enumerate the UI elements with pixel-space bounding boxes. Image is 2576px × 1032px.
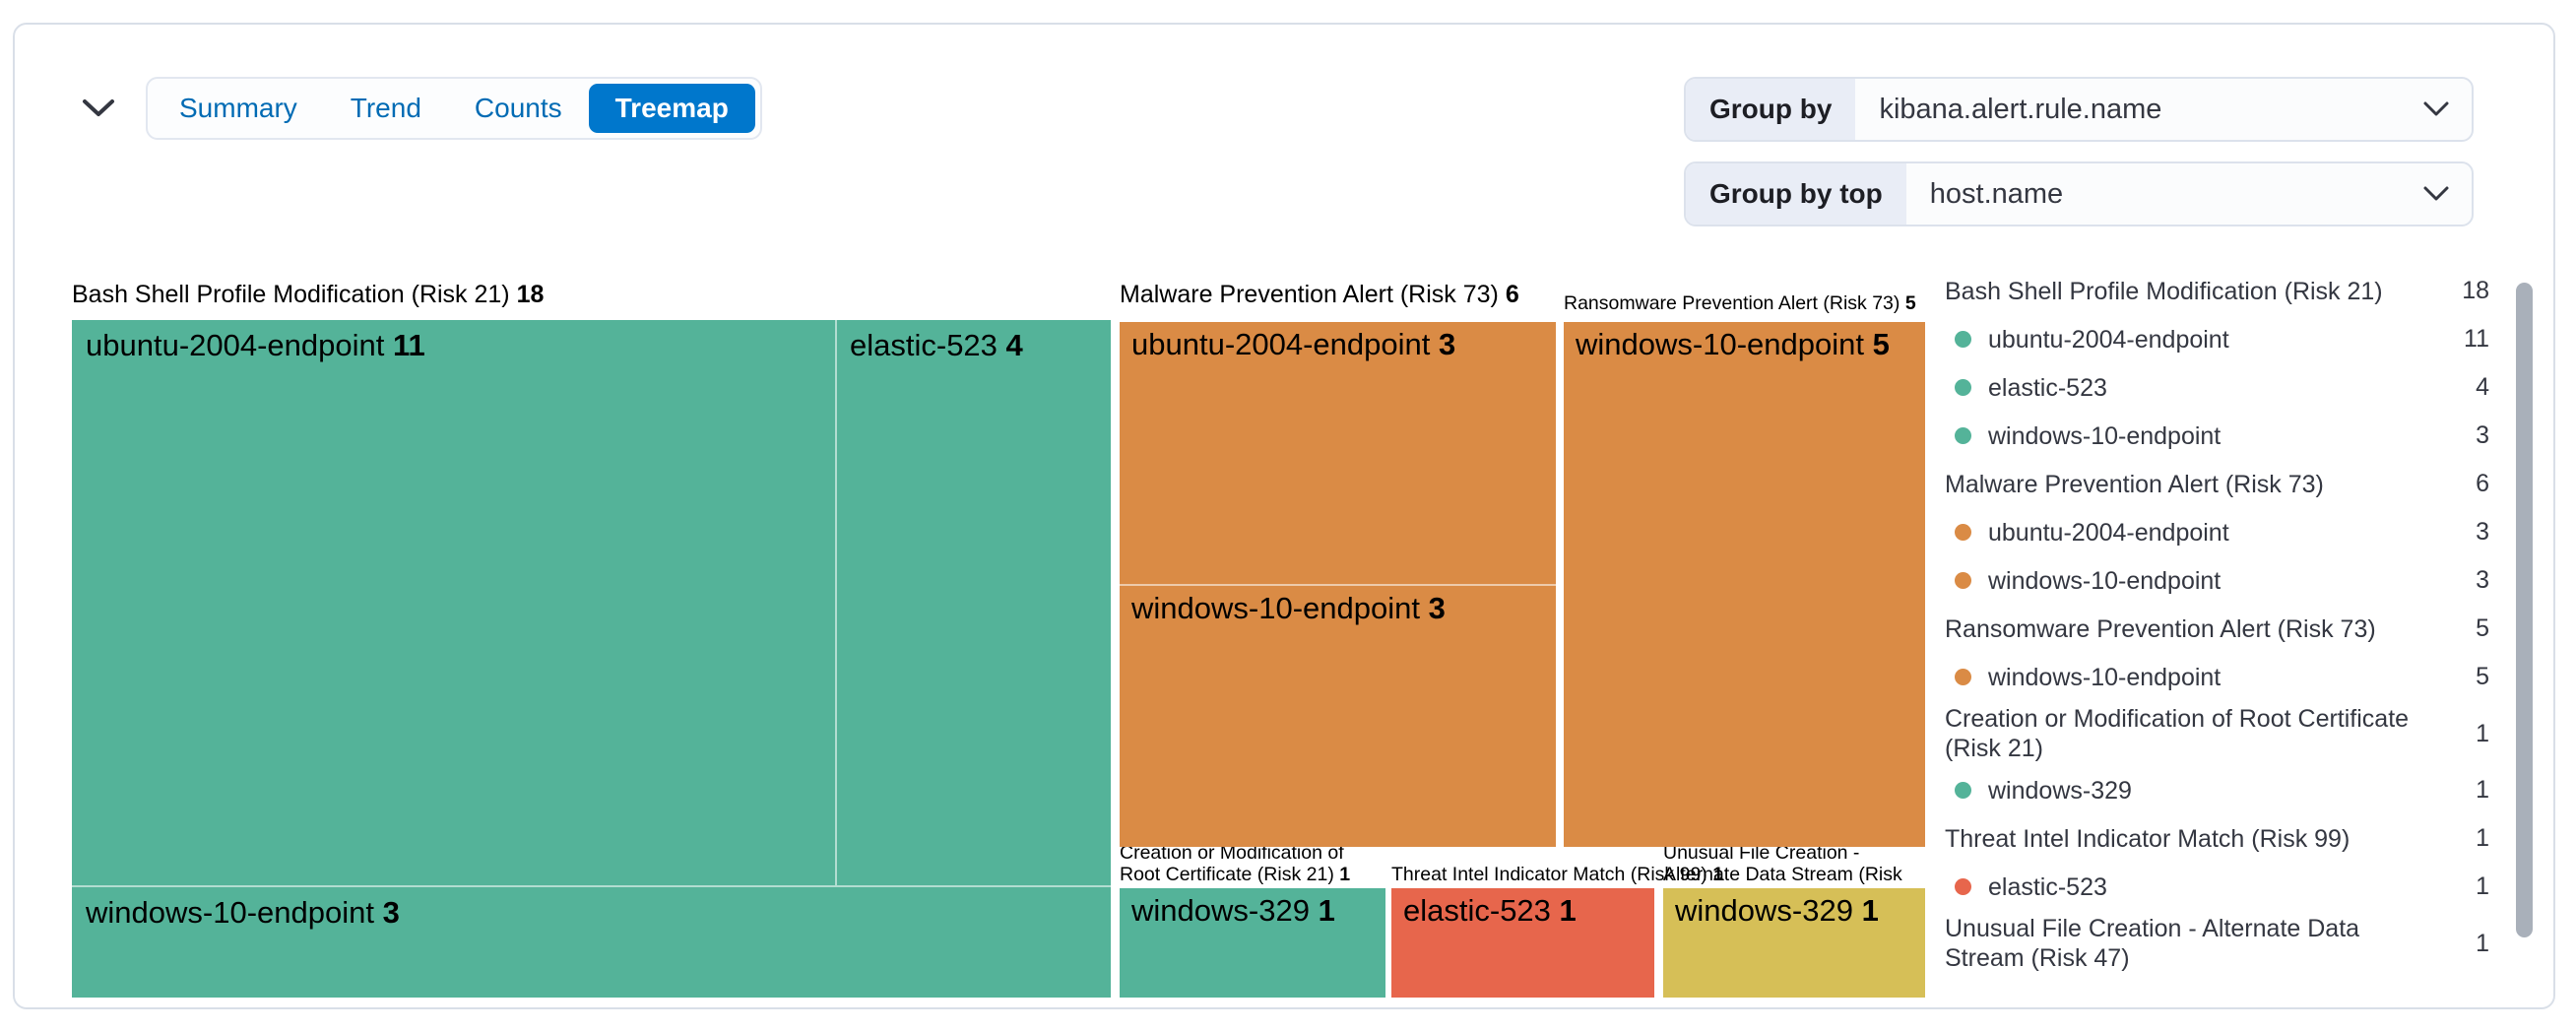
legend-rule-row[interactable]: Creation or Modification of Root Certifi… — [1945, 701, 2489, 766]
legend-count: 1 — [2476, 929, 2489, 957]
legend-host-row[interactable]: elastic-523 1 — [1945, 863, 2489, 911]
treemap-section-ransomware: windows-10-endpoint 5 — [1564, 322, 1925, 847]
treemap-section-unusual-file: windows-329 1 — [1663, 888, 1925, 998]
legend-rule-label: Threat Intel Indicator Match (Risk 99) — [1945, 824, 2351, 853]
cell-divider — [835, 320, 837, 885]
tab-trend[interactable]: Trend — [350, 93, 421, 123]
treemap-cell-bash-ubuntu[interactable]: ubuntu-2004-endpoint 11 — [86, 328, 425, 362]
treemap-cell-unusual-windows329[interactable]: windows-329 1 — [1675, 893, 1879, 928]
treemap-cell-malware-ubuntu[interactable]: ubuntu-2004-endpoint 3 — [1131, 327, 1456, 361]
legend-count: 3 — [2476, 566, 2489, 594]
legend-host-label: ubuntu-2004-endpoint — [1945, 325, 2448, 355]
section-title-threat-intel: Threat Intel Indicator Match (Risk 99) 1 — [1391, 864, 1724, 885]
view-selector-button-group: Summary Trend Counts Treemap — [146, 77, 762, 140]
legend-rule-row[interactable]: Threat Intel Indicator Match (Risk 99) 1 — [1945, 814, 2489, 863]
legend-dot-icon — [1955, 331, 1971, 348]
legend-count: 3 — [2476, 421, 2489, 449]
legend-count: 1 — [2476, 824, 2489, 852]
legend-host-row[interactable]: ubuntu-2004-endpoint 3 — [1945, 508, 2489, 556]
legend-host-label: windows-10-endpoint — [1945, 566, 2448, 596]
legend-count: 6 — [2476, 470, 2489, 497]
treemap-cell-malware-windows10[interactable]: windows-10-endpoint 3 — [1131, 591, 1446, 625]
tab-treemap[interactable]: Treemap — [588, 84, 755, 133]
treemap-cell-rootcert-windows329[interactable]: windows-329 1 — [1131, 893, 1335, 928]
tab-counts[interactable]: Counts — [474, 93, 562, 123]
group-by-top-label: Group by top — [1686, 163, 1906, 225]
legend-count: 11 — [2464, 325, 2489, 353]
chevron-down-icon — [2422, 163, 2472, 225]
tab-summary[interactable]: Summary — [179, 93, 297, 123]
legend-host-label: windows-10-endpoint — [1945, 663, 2448, 692]
chevron-down-icon — [83, 99, 114, 116]
group-by-top-value: host.name — [1929, 177, 2064, 210]
legend-host-row[interactable]: elastic-523 4 — [1945, 363, 2489, 412]
legend-count: 1 — [2476, 776, 2489, 804]
cell-divider — [72, 885, 1111, 887]
treemap-section-bash: ubuntu-2004-endpoint 11 elastic-523 4 wi… — [72, 320, 1111, 998]
treemap-cell-ransomware-windows10[interactable]: windows-10-endpoint 5 — [1576, 327, 1890, 361]
legend-count: 5 — [2476, 614, 2489, 642]
treemap-section-threat-intel: elastic-523 1 — [1391, 888, 1654, 998]
legend-dot-icon — [1955, 427, 1971, 444]
legend-count: 4 — [2476, 373, 2489, 401]
section-title-malware: Malware Prevention Alert (Risk 73) 6 — [1120, 281, 1519, 308]
legend-dot-icon — [1955, 669, 1971, 685]
cell-divider — [1120, 584, 1556, 586]
legend-host-row[interactable]: ubuntu-2004-endpoint 11 — [1945, 315, 2489, 363]
legend-host-row[interactable]: windows-329 1 — [1945, 766, 2489, 814]
legend-host-label: windows-329 — [1945, 776, 2448, 806]
legend-host-label: windows-10-endpoint — [1945, 421, 2448, 451]
legend-rule-row[interactable]: Unusual File Creation - Alternate Data S… — [1945, 911, 2489, 976]
legend-rule-row[interactable]: Malware Prevention Alert (Risk 73) 6 — [1945, 460, 2489, 508]
legend-rule-label: Malware Prevention Alert (Risk 73) — [1945, 470, 2324, 498]
legend-host-row[interactable]: windows-10-endpoint 5 — [1945, 653, 2489, 701]
legend-count: 1 — [2476, 719, 2489, 747]
legend-count: 1 — [2476, 872, 2489, 900]
treemap-cell-bash-elastic[interactable]: elastic-523 4 — [850, 328, 1023, 362]
group-by-value: kibana.alert.rule.name — [1879, 93, 2162, 125]
section-title-root-certificate: Creation or Modification of Root Certifi… — [1120, 842, 1351, 885]
legend-scrollbar-thumb[interactable] — [2516, 283, 2533, 937]
legend-count: 3 — [2476, 518, 2489, 546]
legend-count: 18 — [2462, 277, 2489, 304]
legend-rule-row[interactable]: Bash Shell Profile Modification (Risk 21… — [1945, 267, 2489, 315]
treemap-panel: Summary Trend Counts Treemap Group by ki… — [13, 23, 2555, 1009]
legend-dot-icon — [1955, 379, 1971, 396]
treemap-cell-threat-elastic[interactable]: elastic-523 1 — [1403, 893, 1577, 928]
collapse-chevron-button[interactable] — [77, 87, 120, 130]
legend-count: 5 — [2476, 663, 2489, 690]
treemap-section-malware: ubuntu-2004-endpoint 3 windows-10-endpoi… — [1120, 322, 1556, 847]
legend-dot-icon — [1955, 572, 1971, 589]
legend-rule-label: Bash Shell Profile Modification (Risk 21… — [1945, 277, 2383, 305]
legend-dot-icon — [1955, 878, 1971, 895]
legend-dot-icon — [1955, 524, 1971, 541]
legend-host-row[interactable]: windows-10-endpoint 3 — [1945, 412, 2489, 460]
group-by-label: Group by — [1686, 79, 1856, 140]
treemap-legend: Bash Shell Profile Modification (Risk 21… — [1945, 267, 2489, 976]
section-title-ransomware: Ransomware Prevention Alert (Risk 73) 5 — [1564, 292, 1916, 314]
legend-rule-label: Unusual File Creation - Alternate Data S… — [1945, 915, 2360, 972]
group-by-top-select[interactable]: Group by top host.name — [1684, 161, 2474, 226]
legend-dot-icon — [1955, 782, 1971, 799]
legend-rule-label: Creation or Modification of Root Certifi… — [1945, 705, 2410, 762]
legend-host-label: elastic-523 — [1945, 373, 2448, 403]
section-title-bash: Bash Shell Profile Modification (Risk 21… — [72, 281, 545, 308]
legend-host-label: ubuntu-2004-endpoint — [1945, 518, 2448, 548]
legend-rule-row[interactable]: Ransomware Prevention Alert (Risk 73) 5 — [1945, 605, 2489, 653]
treemap-cell-bash-windows10[interactable]: windows-10-endpoint 3 — [86, 895, 400, 930]
group-by-select[interactable]: Group by kibana.alert.rule.name — [1684, 77, 2474, 142]
legend-host-label: elastic-523 — [1945, 872, 2448, 902]
chevron-down-icon — [2422, 79, 2472, 140]
treemap-section-root-certificate: windows-329 1 — [1120, 888, 1385, 998]
legend-rule-label: Ransomware Prevention Alert (Risk 73) — [1945, 614, 2376, 643]
legend-host-row[interactable]: windows-10-endpoint 3 — [1945, 556, 2489, 605]
